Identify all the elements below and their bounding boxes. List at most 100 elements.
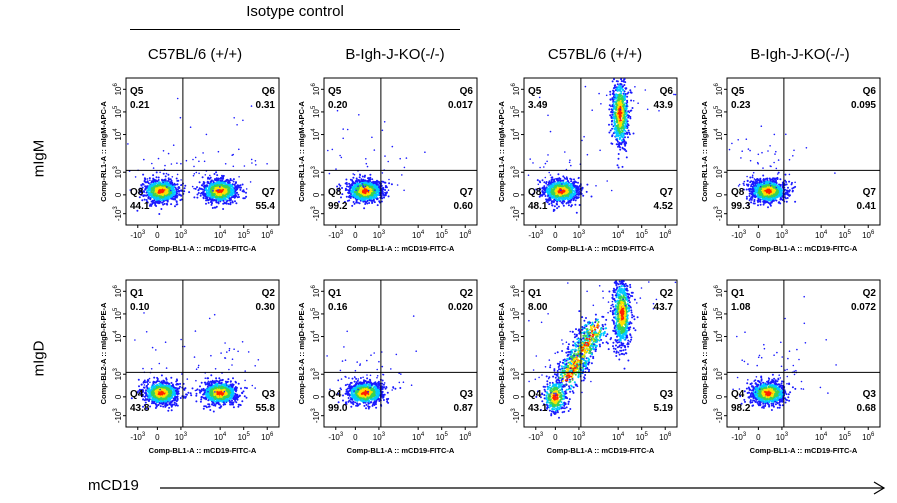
event-dot <box>235 195 238 198</box>
event-dot <box>550 180 553 183</box>
event-dot <box>220 198 223 200</box>
event-dot <box>232 153 234 156</box>
event-dot <box>631 107 634 109</box>
quadrant-value: 0.60 <box>454 201 474 212</box>
event-dot <box>566 193 569 196</box>
event-dot <box>179 116 182 119</box>
event-dot <box>349 185 351 187</box>
event-dot <box>198 181 201 184</box>
event-dot <box>238 186 241 189</box>
event-dot <box>563 176 566 179</box>
event-dot <box>566 178 569 181</box>
event-dot <box>611 105 614 108</box>
event-dot <box>547 194 550 197</box>
event-dot <box>157 176 160 179</box>
event-dot <box>387 160 389 163</box>
event-dot <box>235 202 238 205</box>
event-dot <box>582 194 585 197</box>
event-dot <box>615 143 618 146</box>
event-dot <box>618 131 621 134</box>
y-tick-label: -103 <box>113 206 123 222</box>
event-dot <box>614 86 616 89</box>
event-dot <box>353 173 356 176</box>
event-dot <box>561 192 563 195</box>
event-dot <box>180 184 182 187</box>
event-dot <box>619 108 622 111</box>
event-dot <box>245 191 247 194</box>
event-dot <box>202 193 205 196</box>
event-dot <box>339 154 341 157</box>
event-dot <box>145 199 148 201</box>
event-dot <box>220 189 223 192</box>
event-dot <box>161 191 164 193</box>
event-dot <box>211 194 214 197</box>
event-dot <box>626 131 629 134</box>
event-dot <box>378 192 381 194</box>
event-dot <box>216 181 219 184</box>
event-dot <box>204 188 207 191</box>
event-dot <box>383 196 385 199</box>
event-dot <box>155 181 157 183</box>
event-dot <box>214 178 217 181</box>
event-dot <box>554 195 557 198</box>
quadrant-name: Q5 <box>130 86 144 97</box>
event-dot <box>373 193 376 196</box>
event-dot <box>211 207 214 209</box>
event-dot <box>203 160 206 163</box>
event-dot <box>215 186 218 189</box>
event-dot <box>358 195 361 198</box>
event-dot <box>250 158 253 161</box>
event-dot <box>363 207 366 210</box>
event-dot <box>185 159 188 162</box>
event-dot <box>621 165 624 168</box>
event-dot <box>617 93 620 96</box>
event-dot <box>376 185 379 188</box>
event-dot <box>609 90 612 93</box>
event-dot <box>753 202 756 205</box>
event-dot <box>353 202 356 205</box>
quadrant-name: Q5 <box>328 86 342 97</box>
event-dot <box>605 94 608 97</box>
event-dot <box>200 192 202 195</box>
event-dot <box>192 174 195 177</box>
event-dot <box>354 191 356 194</box>
event-dot <box>127 143 129 145</box>
event-dot <box>338 187 341 189</box>
event-dot <box>570 183 573 186</box>
event-dot <box>567 204 570 207</box>
event-dot <box>166 186 168 188</box>
event-dot <box>548 203 551 206</box>
event-dot <box>151 199 154 202</box>
event-dot <box>610 123 613 126</box>
event-dot <box>183 190 186 193</box>
event-dot <box>162 196 165 199</box>
event-dot <box>384 189 387 191</box>
event-dot <box>172 195 175 198</box>
event-dot <box>373 201 376 204</box>
event-dot <box>152 177 155 180</box>
event-dot <box>626 95 629 98</box>
event-dot <box>138 196 141 199</box>
event-dot <box>213 193 216 196</box>
event-dot <box>351 194 354 197</box>
event-dot <box>153 189 155 192</box>
event-dot <box>227 202 230 205</box>
event-dot <box>327 149 329 152</box>
event-dot <box>561 187 564 190</box>
event-dot <box>543 166 545 168</box>
event-dot <box>564 151 566 153</box>
event-dot <box>575 211 578 214</box>
event-dot <box>165 172 168 175</box>
event-dot <box>208 177 211 180</box>
event-dot <box>586 183 589 186</box>
event-dot <box>572 186 575 189</box>
event-dot <box>543 189 546 192</box>
event-dot <box>196 193 199 196</box>
event-dot <box>140 184 142 186</box>
event-dot <box>610 108 613 111</box>
event-dot <box>388 182 391 185</box>
event-dot <box>204 174 207 176</box>
event-dot <box>232 180 235 183</box>
event-dot <box>529 158 531 160</box>
